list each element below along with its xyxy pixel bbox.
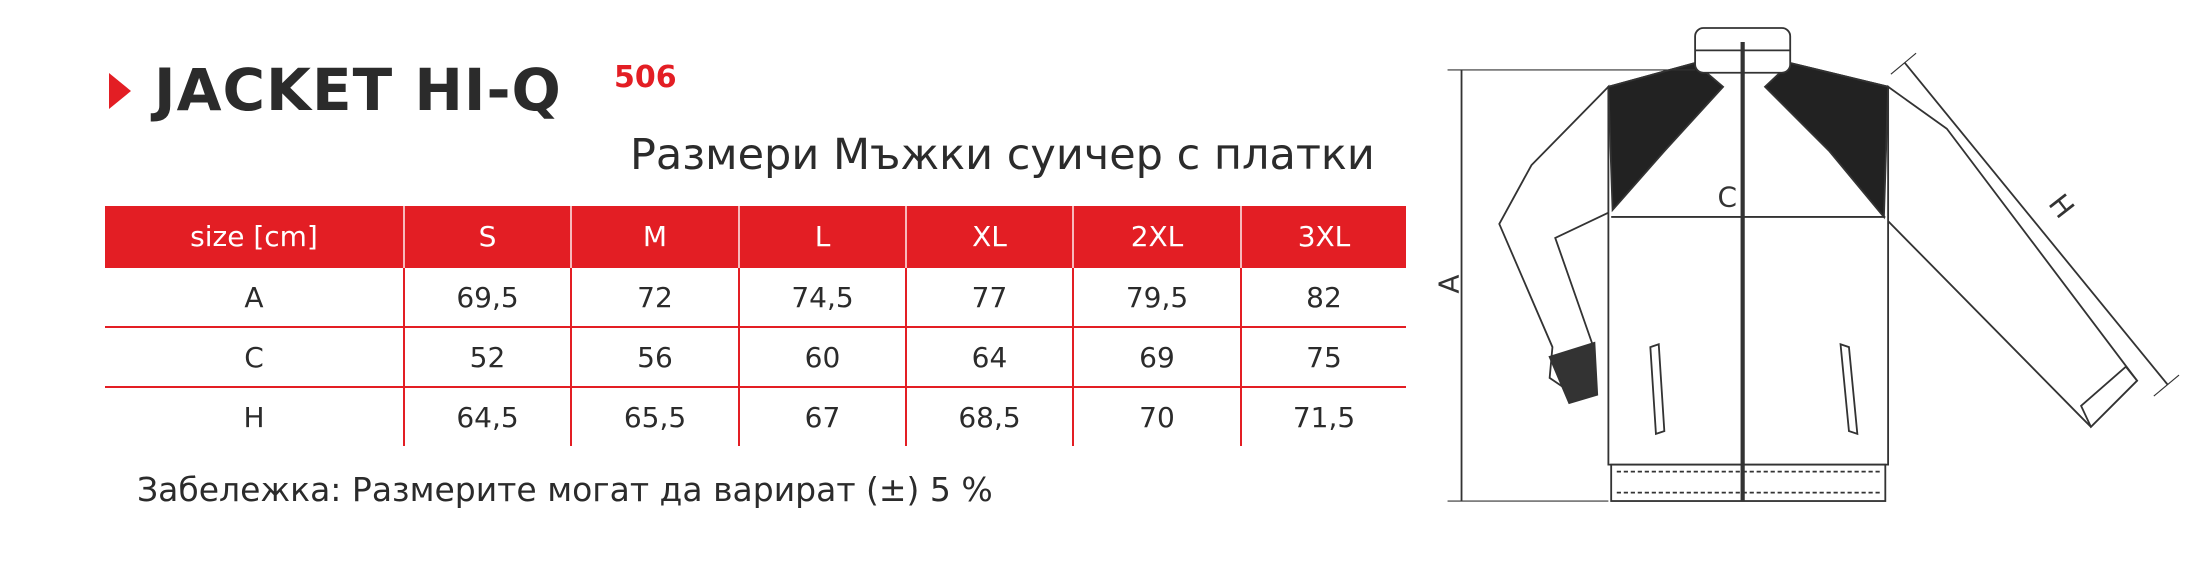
dimension-label: H [2042,188,2081,225]
table-cell: 79,5 [1072,266,1241,327]
dimension-label: A [1432,275,1465,294]
subtitle: Размери Мъжки суичер с платки [630,130,1375,180]
header-cell: size [cm] [105,206,404,267]
table-cell: 77 [905,266,1073,327]
header-cell: XL [905,206,1073,267]
header-cell: 3XL [1240,206,1406,267]
header-cell: S [403,206,571,267]
table-cell: C [105,326,404,387]
table-row: A 69,5 72 74,5 77 79,5 82 [105,266,1406,327]
table-cell: 64 [905,326,1073,387]
table-cell: 70 [1072,386,1241,446]
table-cell: 74,5 [738,266,906,327]
table-cell: 64,5 [403,386,571,446]
table-cell: 69,5 [403,266,571,327]
header-cell: L [738,206,906,267]
title: JACKET HI-Q [154,56,562,124]
title-marker [109,73,131,109]
table-cell: H [105,386,404,446]
table-row: H 64,5 65,5 67 68,5 70 71,5 [105,386,1406,446]
table-cell: 67 [738,386,906,446]
table-cell: 65,5 [570,386,739,446]
header-row: size [cm] S M L XL 2XL 3XL [105,206,1406,267]
table-row: C 52 56 60 64 69 75 [105,326,1406,387]
table-cell: 56 [570,326,739,387]
table-cell: 52 [403,326,571,387]
table-cell: 71,5 [1240,386,1406,446]
product-code: 506 [614,60,677,95]
table-cell: 69 [1072,326,1241,387]
table-cell: 75 [1240,326,1406,387]
table-cell: 60 [738,326,906,387]
table-cell: 82 [1240,266,1406,327]
table-cell: A [105,266,404,327]
size-table: size [cm] S M L XL 2XL 3XL A 69,5 72 74,5 77 79,5 82 C… [105,206,1406,446]
table-cell: 68,5 [905,386,1073,446]
note: Забележка: Размерите могат да варират (±… [137,470,993,509]
dimension-label: C [1718,181,1738,214]
table-cell: 72 [570,266,739,327]
header-cell: 2XL [1072,206,1241,267]
header-cell: M [570,206,739,267]
